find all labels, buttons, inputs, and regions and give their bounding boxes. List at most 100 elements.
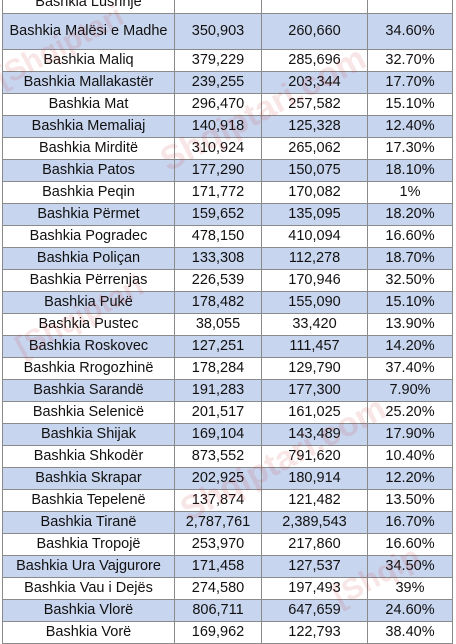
value-1-cell: 201,517 bbox=[174, 401, 262, 424]
table-row: Bashkia Tropojë 253,970 217,860 16.60% bbox=[2, 533, 453, 556]
value-1-cell: 178,482 bbox=[174, 291, 262, 314]
percentage-cell: 12.20% bbox=[367, 467, 453, 490]
percentage-cell: 1% bbox=[367, 181, 453, 204]
value-2-cell: 647,659 bbox=[261, 599, 368, 622]
municipality-cell: Bashkia Pogradec bbox=[2, 225, 175, 248]
value-1-cell: 171,772 bbox=[174, 181, 262, 204]
municipality-cell: Bashkia Peqin bbox=[2, 181, 175, 204]
municipality-cell: Bashkia Mat bbox=[2, 93, 175, 116]
value-1-cell: 178,284 bbox=[174, 357, 262, 380]
value-2-cell: 125,328 bbox=[261, 115, 368, 138]
percentage-cell: 10.40% bbox=[367, 445, 453, 468]
municipality-cell: Bashkia Përmet bbox=[2, 203, 175, 226]
value-2-cell: 127,537 bbox=[261, 555, 368, 578]
table-row: Bashkia Përmet 159,652 135,095 18.20% bbox=[2, 203, 453, 226]
municipality-cell: Bashkia Poliçan bbox=[2, 247, 175, 270]
value-2-cell: 410,094 bbox=[261, 225, 368, 248]
value-2-cell: 129,790 bbox=[261, 357, 368, 380]
table-row: Bashkia Maliq 379,229 285,696 32.70% bbox=[2, 49, 453, 72]
percentage-cell: 17.70% bbox=[367, 71, 453, 94]
value-1-cell: 310,924 bbox=[174, 137, 262, 160]
value-2-cell: 170,946 bbox=[261, 269, 368, 292]
value-2-cell: 260,660 bbox=[261, 13, 368, 50]
value-2-cell: 112,278 bbox=[261, 247, 368, 270]
percentage-cell: 39% bbox=[367, 577, 453, 600]
percentage-cell: 13.90% bbox=[367, 313, 453, 336]
value-2-cell bbox=[261, 0, 368, 14]
table-row: Bashkia Shijak 169,104 143,489 17.90% bbox=[2, 423, 453, 446]
value-2-cell: 150,075 bbox=[261, 159, 368, 182]
municipality-cell: Bashkia Pustec bbox=[2, 313, 175, 336]
value-1-cell: 159,652 bbox=[174, 203, 262, 226]
municipality-cell: Bashkia Tepelenë bbox=[2, 489, 175, 512]
municipality-cell: Bashkia Vau i Dejës bbox=[2, 577, 175, 600]
municipality-cell: Bashkia Shkodër bbox=[2, 445, 175, 468]
table-row: Bashkia Poliçan 133,308 112,278 18.70% bbox=[2, 247, 453, 270]
table-row: Bashkia Memaliaj 140,918 125,328 12.40% bbox=[2, 115, 453, 138]
municipality-cell: Bashkia Malësi e Madhe bbox=[2, 13, 175, 50]
percentage-cell: 15.10% bbox=[367, 93, 453, 116]
percentage-cell: 14.20% bbox=[367, 335, 453, 358]
municipality-cell: Bashkia Memaliaj bbox=[2, 115, 175, 138]
percentage-cell: 32.50% bbox=[367, 269, 453, 292]
table-row: Bashkia Shkodër 873,552 791,620 10.40% bbox=[2, 445, 453, 468]
table-row: Bashkia Lushnje bbox=[2, 0, 453, 14]
value-1-cell: 177,290 bbox=[174, 159, 262, 182]
value-1-cell bbox=[174, 0, 262, 14]
value-2-cell: 143,489 bbox=[261, 423, 368, 446]
percentage-cell: 32.70% bbox=[367, 49, 453, 72]
percentage-cell: 13.50% bbox=[367, 489, 453, 512]
table-row: Bashkia Vlorë 806,711 647,659 24.60% bbox=[2, 599, 453, 622]
table-row: Bashkia Roskovec 127,251 111,457 14.20% bbox=[2, 335, 453, 358]
value-1-cell: 140,918 bbox=[174, 115, 262, 138]
value-2-cell: 257,582 bbox=[261, 93, 368, 116]
value-2-cell: 791,620 bbox=[261, 445, 368, 468]
value-1-cell: 169,962 bbox=[174, 621, 262, 644]
percentage-cell: 34.50% bbox=[367, 555, 453, 578]
value-2-cell: 203,344 bbox=[261, 71, 368, 94]
table-row: Bashkia Pogradec 478,150 410,094 16.60% bbox=[2, 225, 453, 248]
table-row: Bashkia Peqin 171,772 170,082 1% bbox=[2, 181, 453, 204]
municipality-cell: Bashkia Vorë bbox=[2, 621, 175, 644]
percentage-cell: 16.70% bbox=[367, 511, 453, 534]
value-2-cell: 122,793 bbox=[261, 621, 368, 644]
table-row: Bashkia Malësi e Madhe 350,903 260,660 34.6… bbox=[2, 13, 453, 50]
value-1-cell: 873,552 bbox=[174, 445, 262, 468]
value-1-cell: 226,539 bbox=[174, 269, 262, 292]
municipality-cell: Bashkia Përrenjas bbox=[2, 269, 175, 292]
value-1-cell: 133,308 bbox=[174, 247, 262, 270]
value-1-cell: 202,925 bbox=[174, 467, 262, 490]
value-2-cell: 217,860 bbox=[261, 533, 368, 556]
percentage-cell: 17.30% bbox=[367, 137, 453, 160]
municipality-cell: Bashkia Rrogozhinë bbox=[2, 357, 175, 380]
table-row: Bashkia Vau i Dejës 274,580 197,493 39% bbox=[2, 577, 453, 600]
value-2-cell: 2,389,543 bbox=[261, 511, 368, 534]
municipality-cell: Bashkia Lushnje bbox=[2, 0, 175, 14]
value-2-cell: 177,300 bbox=[261, 379, 368, 402]
table-row: Bashkia Sarandë 191,283 177,300 7.90% bbox=[2, 379, 453, 402]
value-2-cell: 170,082 bbox=[261, 181, 368, 204]
value-1-cell: 171,458 bbox=[174, 555, 262, 578]
percentage-cell: 34.60% bbox=[367, 13, 453, 50]
municipality-cell: Bashkia Vlorë bbox=[2, 599, 175, 622]
municipality-cell: Bashkia Pukë bbox=[2, 291, 175, 314]
percentage-cell: 12.40% bbox=[367, 115, 453, 138]
table-row: Bashkia Vorë 169,962 122,793 38.40% bbox=[2, 621, 453, 644]
percentage-cell bbox=[367, 0, 453, 14]
percentage-cell: 37.40% bbox=[367, 357, 453, 380]
municipality-cell: Bashkia Sarandë bbox=[2, 379, 175, 402]
value-1-cell: 191,283 bbox=[174, 379, 262, 402]
value-2-cell: 33,420 bbox=[261, 313, 368, 336]
percentage-cell: 16.60% bbox=[367, 533, 453, 556]
table-row: Bashkia Rrogozhinë 178,284 129,790 37.40% bbox=[2, 357, 453, 380]
value-1-cell: 274,580 bbox=[174, 577, 262, 600]
value-1-cell: 137,874 bbox=[174, 489, 262, 512]
percentage-cell: 16.60% bbox=[367, 225, 453, 248]
municipality-cell: Bashkia Maliq bbox=[2, 49, 175, 72]
value-2-cell: 197,493 bbox=[261, 577, 368, 600]
value-2-cell: 135,095 bbox=[261, 203, 368, 226]
value-1-cell: 253,970 bbox=[174, 533, 262, 556]
value-1-cell: 169,104 bbox=[174, 423, 262, 446]
